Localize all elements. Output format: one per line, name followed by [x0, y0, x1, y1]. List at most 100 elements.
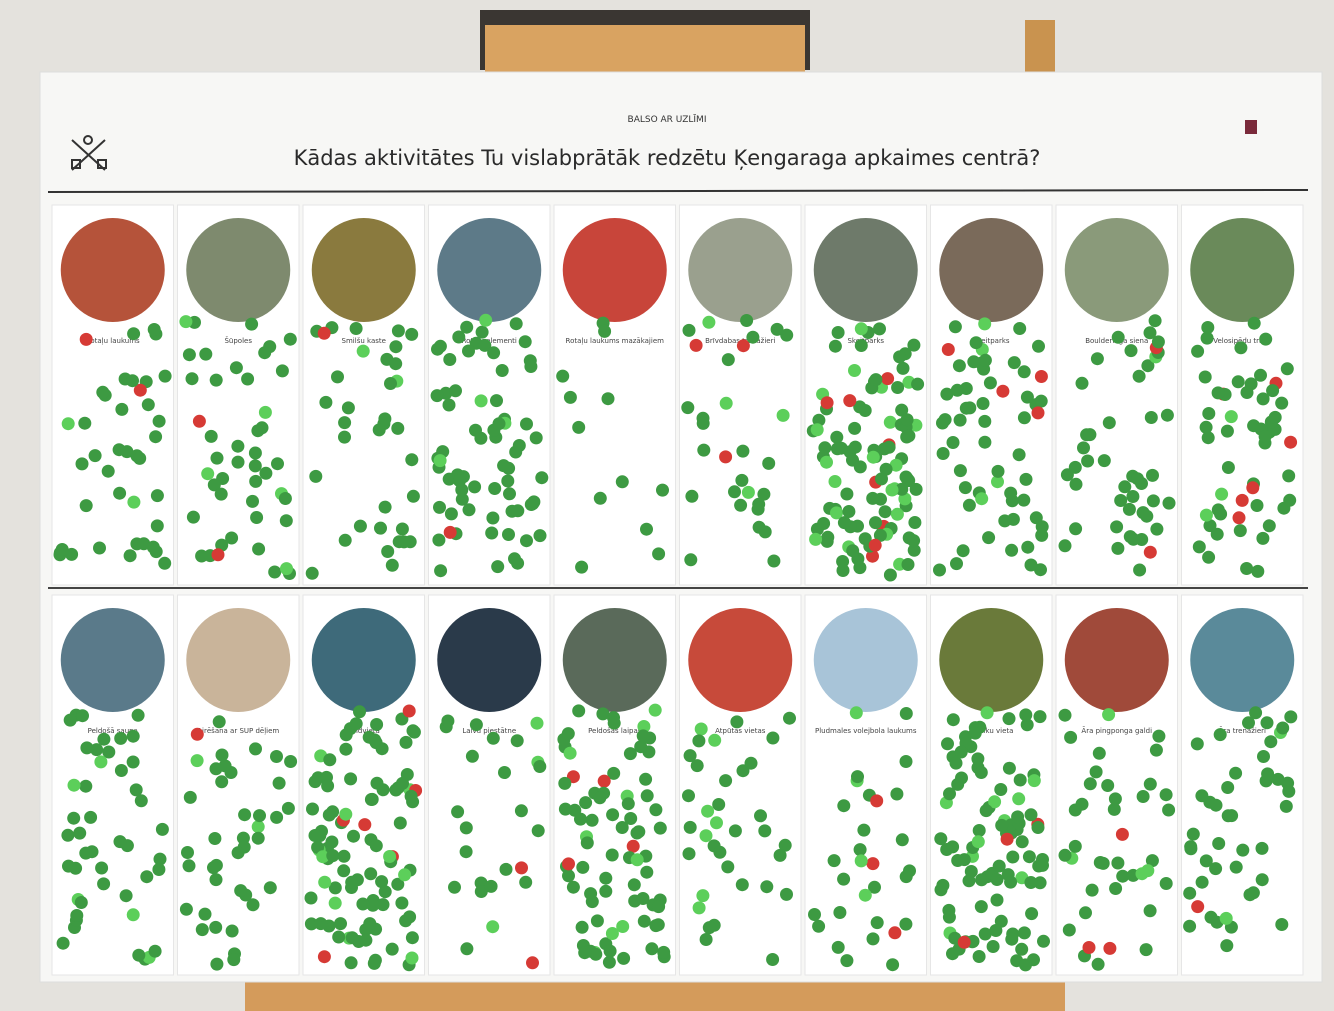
sticker [606, 808, 619, 821]
sticker [1193, 540, 1206, 553]
sticker [1131, 472, 1144, 485]
sticker [1212, 837, 1225, 850]
sticker [329, 897, 342, 910]
sticker [213, 715, 226, 728]
sticker [978, 317, 991, 330]
sticker [378, 412, 391, 425]
sticker [941, 737, 954, 750]
sticker [151, 489, 164, 502]
sticker [460, 845, 473, 858]
sticker [907, 339, 920, 352]
sticker [199, 348, 212, 361]
sticker [64, 714, 77, 727]
activity-photo [1065, 608, 1169, 712]
sticker [871, 916, 884, 929]
sticker [102, 465, 115, 478]
sticker [980, 804, 993, 817]
sticker [1116, 828, 1129, 841]
sticker [1269, 411, 1282, 424]
sticker [1152, 730, 1165, 743]
sticker [493, 417, 506, 430]
sticker [693, 901, 706, 914]
sticker [159, 370, 172, 383]
sticker [486, 512, 499, 525]
sticker [149, 430, 162, 443]
sticker [1013, 322, 1026, 335]
sticker [897, 362, 910, 375]
sticker [126, 374, 139, 387]
sticker [89, 449, 102, 462]
activity-photo [563, 608, 667, 712]
sticker [57, 937, 70, 950]
sticker [115, 403, 128, 416]
sticker [752, 503, 765, 516]
sticker [1144, 778, 1157, 791]
sticker [500, 863, 513, 876]
sticker [973, 950, 986, 963]
sticker [1014, 774, 1027, 787]
sticker [1018, 926, 1031, 939]
sticker [271, 457, 284, 470]
sticker [273, 777, 286, 790]
sticker [532, 824, 545, 837]
sticker [562, 857, 575, 870]
sticker [249, 475, 262, 488]
sticker [1094, 856, 1107, 869]
sticker [603, 956, 616, 969]
sticker [276, 364, 289, 377]
sticker [995, 819, 1008, 832]
sticker [855, 322, 868, 335]
sticker [558, 777, 571, 790]
sticker [1063, 924, 1076, 937]
sticker [837, 564, 850, 577]
sticker [1263, 519, 1276, 532]
sticker [210, 873, 223, 886]
sticker [73, 827, 86, 840]
sticker [1133, 564, 1146, 577]
sticker [1077, 441, 1090, 454]
sticker [96, 386, 109, 399]
sticker [84, 811, 97, 824]
sticker [488, 482, 501, 495]
sticker [1012, 792, 1025, 805]
sticker [720, 397, 733, 410]
sticker [433, 501, 446, 514]
sticker [867, 451, 880, 464]
sticker [1251, 499, 1264, 512]
sticker [719, 450, 732, 463]
sticker [572, 704, 585, 717]
sticker [866, 857, 879, 870]
sticker [405, 453, 418, 466]
sticker [640, 523, 653, 536]
sticker [127, 496, 140, 509]
sticker [140, 870, 153, 883]
sticker [151, 519, 164, 532]
sticker [449, 384, 462, 397]
sticker [455, 483, 468, 496]
sticker [434, 454, 447, 467]
sticker [1212, 503, 1225, 516]
sticker [1257, 392, 1270, 405]
sticker [888, 926, 901, 939]
sticker [527, 495, 540, 508]
activity-label: Smilšu kaste [342, 337, 386, 345]
sticker [684, 821, 697, 834]
sticker [1079, 906, 1092, 919]
sticker [574, 813, 587, 826]
sticker [850, 706, 863, 719]
sticker [740, 314, 753, 327]
sticker [351, 873, 364, 886]
sticker [622, 797, 635, 810]
sticker [979, 354, 992, 367]
sticker [1246, 481, 1259, 494]
sticker [1201, 321, 1214, 334]
sticker [332, 931, 345, 944]
sticker [940, 843, 953, 856]
sticker [1251, 565, 1264, 578]
sticker [943, 911, 956, 924]
sticker [187, 511, 200, 524]
sticker [215, 488, 228, 501]
sticker [1064, 731, 1077, 744]
sticker [937, 447, 950, 460]
sticker [617, 952, 630, 965]
